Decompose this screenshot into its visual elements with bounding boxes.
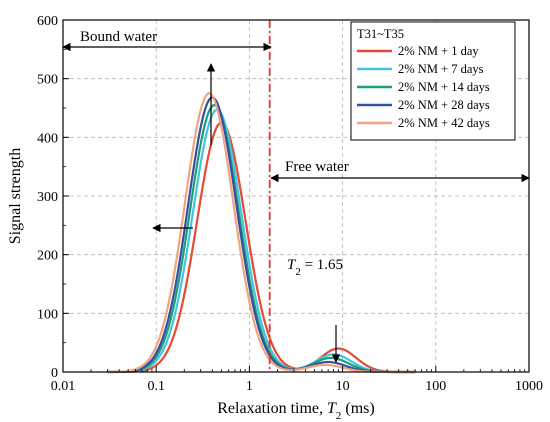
axis-ticks: 0.01 0.1 1 10 100 1000 0 100 200 300 400 500 600 — [37, 14, 543, 394]
y-tick-label: 100 — [37, 307, 58, 322]
t2-annotation: T2 = 1.65 — [287, 257, 343, 278]
legend-label: 2% NM + 28 days — [398, 98, 490, 112]
legend-label: 2% NM + 14 days — [398, 80, 490, 94]
y-tick-label: 300 — [37, 190, 58, 205]
bound-water-label: Bound water — [80, 29, 157, 45]
x-axis-title-sub: 2 — [336, 410, 342, 422]
y-tick-label: 400 — [37, 131, 58, 146]
legend-label: 2% NM + 7 days — [398, 62, 484, 76]
free-water-label: Free water — [285, 159, 349, 175]
series-line — [107, 108, 416, 374]
series-line — [107, 92, 416, 374]
series-line — [107, 103, 416, 374]
x-tick-label: 1 — [246, 379, 253, 394]
x-tick-label: 100 — [425, 379, 446, 394]
y-tick-label: 200 — [37, 249, 58, 264]
y-tick-label: 600 — [37, 14, 58, 29]
legend-title: T31~T35 — [357, 27, 404, 41]
x-axis-title-suffix: (ms) — [341, 400, 374, 417]
x-tick-label: 0.1 — [147, 379, 165, 394]
x-tick-label: 1000 — [515, 379, 543, 394]
curves — [107, 92, 416, 374]
y-axis-title: Signal strength — [7, 148, 24, 244]
series-line — [107, 121, 416, 374]
t2-annotation-symbol: T — [287, 257, 297, 273]
x-tick-label: 10 — [336, 379, 350, 394]
x-axis-title-prefix: Relaxation time, — [217, 400, 327, 417]
t2-annotation-sub: 2 — [295, 266, 301, 278]
y-tick-label: 500 — [37, 73, 58, 88]
x-axis-title-symbol: T — [327, 400, 337, 417]
legend-items: 2% NM + 1 day 2% NM + 7 days 2% NM + 14 da… — [357, 44, 490, 130]
y-tick-label: 0 — [51, 366, 58, 381]
t2-annotation-value: = 1.65 — [301, 257, 343, 273]
x-tick-label: 0.01 — [51, 379, 76, 394]
x-axis-title: Relaxation time, T2 (ms) — [217, 400, 374, 422]
legend-box — [350, 21, 516, 141]
legend-label: 2% NM + 1 day — [398, 44, 479, 58]
legend-label: 2% NM + 42 days — [398, 116, 490, 130]
